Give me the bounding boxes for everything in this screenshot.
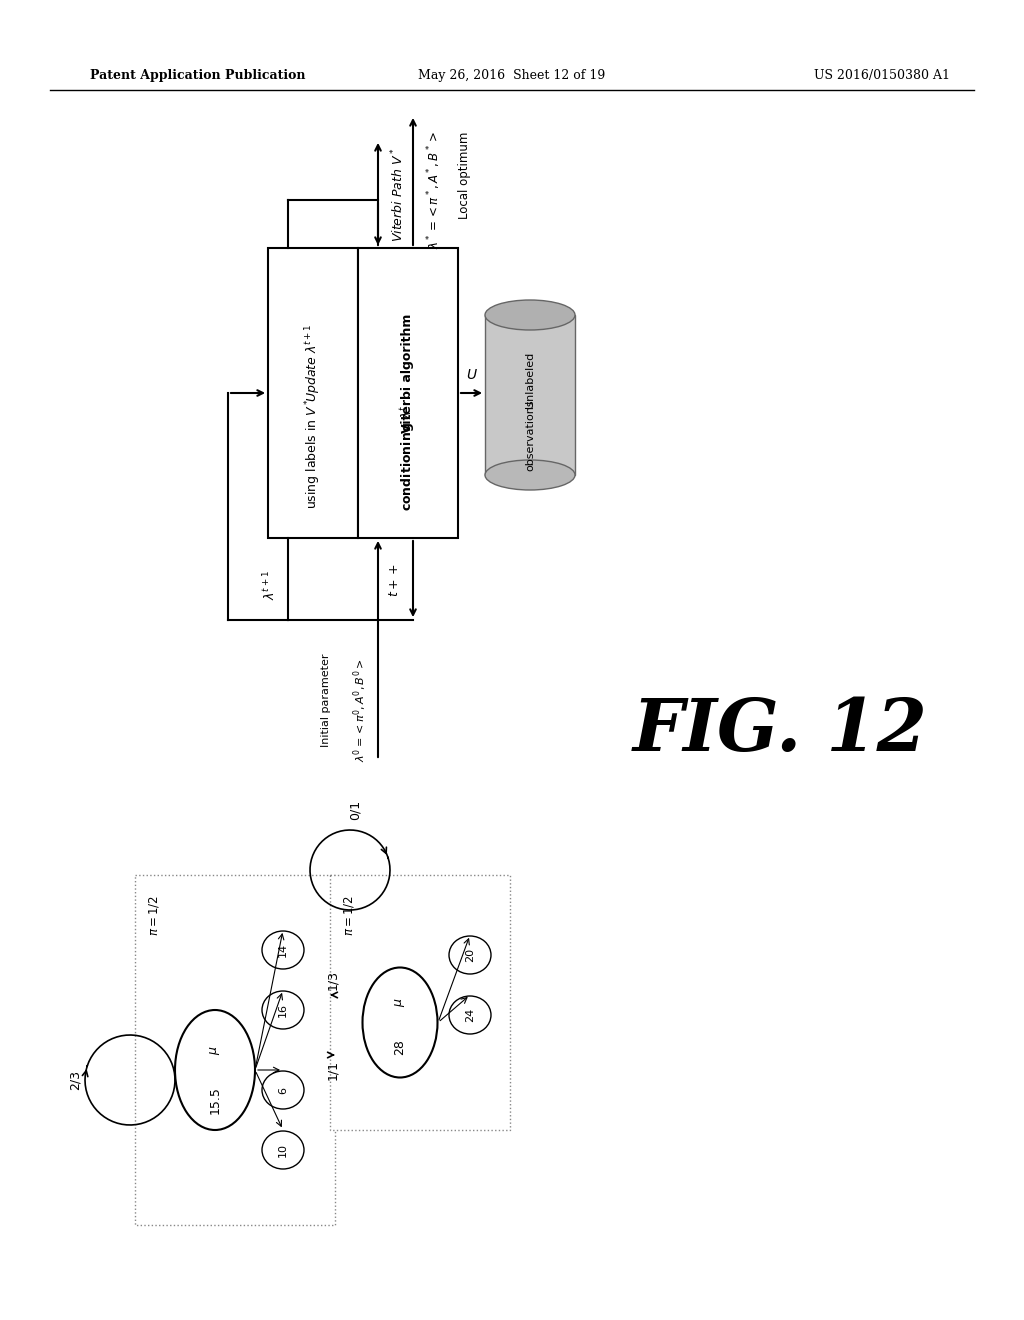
Bar <box>358 248 458 539</box>
Ellipse shape <box>485 300 575 330</box>
Text: 20: 20 <box>465 948 475 962</box>
Text: 24: 24 <box>465 1008 475 1022</box>
Bar <box>268 248 358 539</box>
Ellipse shape <box>485 459 575 490</box>
Text: 1/3: 1/3 <box>326 970 339 990</box>
Bar <box>485 315 575 475</box>
Text: $U$: $U$ <box>466 368 477 381</box>
Text: $\lambda^*=<\pi^*, A^*, B^*>$: $\lambda^*=<\pi^*, A^*, B^*>$ <box>425 131 442 249</box>
Text: 14: 14 <box>278 942 288 957</box>
Ellipse shape <box>262 1071 304 1109</box>
Text: $\pi=1/2$: $\pi=1/2$ <box>147 895 161 936</box>
Bar <box>330 875 510 1130</box>
Text: 28: 28 <box>393 1040 407 1056</box>
Text: 15.5: 15.5 <box>209 1086 221 1114</box>
Text: $t++$: $t++$ <box>388 564 401 597</box>
Text: Initial parameter: Initial parameter <box>321 653 331 747</box>
Text: $\mu$: $\mu$ <box>208 1045 222 1055</box>
Ellipse shape <box>262 931 304 969</box>
Text: 16: 16 <box>278 1003 288 1016</box>
Text: $\mu$: $\mu$ <box>393 998 407 1007</box>
Text: $\lambda^{t+1}$: $\lambda^{t+1}$ <box>262 570 279 599</box>
Text: Unlabeled: Unlabeled <box>525 352 535 408</box>
Text: conditioning $\lambda^t$: conditioning $\lambda^t$ <box>398 405 418 511</box>
Text: 0/1: 0/1 <box>348 800 361 820</box>
Text: Viterbi Path $V^*$: Viterbi Path $V^*$ <box>390 148 407 242</box>
Ellipse shape <box>262 1131 304 1170</box>
Text: Update $\lambda^{t+1}$: Update $\lambda^{t+1}$ <box>303 323 323 403</box>
Ellipse shape <box>175 1010 255 1130</box>
Text: US 2016/0150380 A1: US 2016/0150380 A1 <box>814 69 950 82</box>
Text: 1/1: 1/1 <box>326 1060 339 1080</box>
Text: Viterbi algorithm: Viterbi algorithm <box>401 313 415 433</box>
Text: 10: 10 <box>278 1143 288 1158</box>
Ellipse shape <box>449 997 490 1034</box>
Ellipse shape <box>262 991 304 1030</box>
Text: $\lambda^0=<\pi^0, A^0, B^0>$: $\lambda^0=<\pi^0, A^0, B^0>$ <box>351 659 369 762</box>
Text: 6: 6 <box>278 1086 288 1093</box>
Text: FIG. 12: FIG. 12 <box>633 694 928 766</box>
Text: May 26, 2016  Sheet 12 of 19: May 26, 2016 Sheet 12 of 19 <box>419 69 605 82</box>
Ellipse shape <box>362 968 437 1077</box>
Text: $\pi=1/2$: $\pi=1/2$ <box>342 895 356 936</box>
Text: Patent Application Publication: Patent Application Publication <box>90 69 305 82</box>
Ellipse shape <box>449 936 490 974</box>
Text: observations: observations <box>525 399 535 471</box>
Text: 2/3: 2/3 <box>69 1071 82 1090</box>
Bar <box>135 875 335 1225</box>
Text: Local optimum: Local optimum <box>458 131 471 219</box>
Text: using labels in $V^*$: using labels in $V^*$ <box>303 397 323 508</box>
